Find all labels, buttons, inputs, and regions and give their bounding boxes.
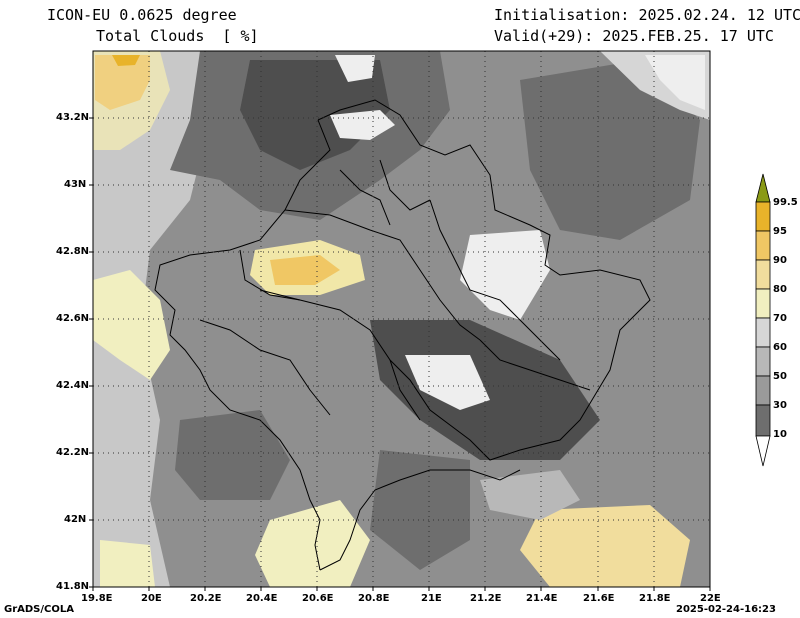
cloud-area-north-white — [335, 55, 375, 82]
cloud-area-south-yellow — [255, 500, 370, 587]
legend-bottom-arrow — [755, 435, 771, 467]
lon-label: 20E — [141, 593, 162, 604]
border-internal-3 — [199, 319, 331, 416]
legend-label: 60 — [773, 342, 787, 353]
valid-time: Valid(+29): 2025.FEB.25. 17 UTC — [494, 27, 774, 45]
cloud-area-ne-dark — [520, 60, 700, 240]
cloud-area-nw-orange — [112, 55, 140, 66]
lon-label: 22E — [700, 593, 721, 604]
legend-swatch-80 — [755, 259, 771, 290]
model-title: ICON-EU 0.0625 degree — [47, 6, 237, 24]
legend-label: 10 — [773, 429, 787, 440]
init-time: Initialisation: 2025.02.24. 12 UTC — [494, 6, 800, 24]
cloud-area-east-white — [460, 230, 550, 320]
lon-label: 21.8E — [639, 593, 671, 604]
cloud-area-sw-yellow — [100, 540, 155, 587]
legend-label: 99.5 — [773, 197, 798, 208]
border-internal-6 — [239, 249, 301, 301]
border-internal-4 — [429, 199, 561, 361]
cloud-area-se-yellow — [520, 505, 690, 587]
legend-swatch-10 — [755, 404, 771, 437]
cloud-area-ne-white — [645, 55, 705, 110]
legend-label: 30 — [773, 400, 787, 411]
border-internal-5 — [479, 339, 591, 391]
border-north — [317, 99, 651, 461]
lat-label: 43.2N — [56, 112, 90, 123]
lat-label: 42.2N — [56, 447, 90, 458]
legend-label: 80 — [773, 284, 787, 295]
legend-swatch-60 — [755, 317, 771, 348]
lon-label: 21.2E — [470, 593, 502, 604]
border-internal-8 — [339, 169, 391, 226]
lon-label: 21.6E — [583, 593, 615, 604]
cloud-area-west-yellow — [93, 270, 170, 380]
lat-label: 42.6N — [56, 313, 90, 324]
border-south — [319, 469, 521, 571]
legend-swatch-50 — [755, 346, 771, 377]
legend-swatch-30 — [755, 375, 771, 406]
lat-label: 42N — [64, 514, 87, 525]
borders — [154, 99, 651, 571]
legend-top-arrow — [755, 173, 771, 203]
cloud-area-north-darker — [240, 60, 390, 170]
cloud-area-center-orange — [270, 255, 340, 285]
lat-label: 41.8N — [56, 581, 90, 592]
ticks — [89, 117, 711, 591]
lon-label: 21.4E — [526, 593, 558, 604]
variable-title: Total Clouds [ %] — [96, 27, 259, 45]
footer-credit: GrADS/COLA — [4, 604, 74, 615]
legend-swatch-95 — [755, 201, 771, 232]
legend-swatch-70 — [755, 288, 771, 319]
lon-label: 20.8E — [358, 593, 390, 604]
border-internal-1 — [284, 209, 481, 341]
cloud-area-central-white — [405, 355, 490, 410]
border-west — [154, 119, 331, 571]
legend-label: 90 — [773, 255, 787, 266]
legend-swatch-90 — [755, 230, 771, 261]
lat-label: 43N — [64, 179, 87, 190]
lon-label: 21E — [421, 593, 442, 604]
cloud-area-south-dark — [370, 450, 470, 570]
lat-label: 42.8N — [56, 246, 90, 257]
cloud-area-se-gray — [480, 470, 580, 520]
cloud-area-sw-dark — [175, 410, 290, 500]
lon-label: 20.4E — [246, 593, 278, 604]
lon-label: 20.2E — [190, 593, 222, 604]
footer-timestamp: 2025-02-24-16:23 — [676, 604, 776, 615]
lon-label: 19.8E — [81, 593, 113, 604]
legend-label: 70 — [773, 313, 787, 324]
cloud-area-nw-yellow — [95, 55, 150, 110]
lat-label: 42.4N — [56, 380, 90, 391]
cloud-field — [93, 51, 710, 587]
lon-label: 20.6E — [302, 593, 334, 604]
border-internal-7 — [379, 159, 431, 211]
legend-label: 50 — [773, 371, 787, 382]
legend-bar — [755, 173, 771, 467]
cloud-area-west-light — [93, 51, 210, 587]
legend-label: 95 — [773, 226, 787, 237]
